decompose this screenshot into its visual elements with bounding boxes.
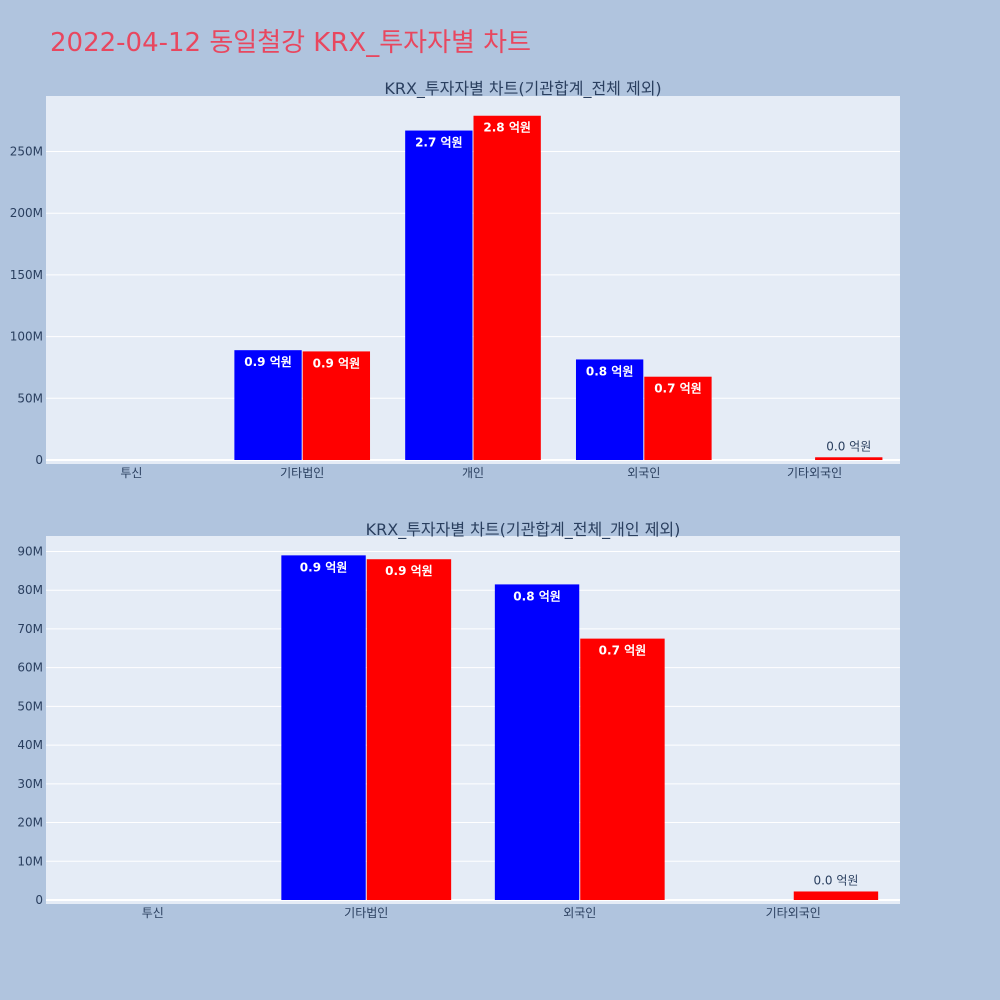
x-tick-label: 투신 bbox=[142, 906, 164, 920]
data-label: 2.7 억원 bbox=[415, 136, 463, 150]
bar bbox=[644, 376, 712, 460]
bar bbox=[281, 555, 366, 900]
bar bbox=[494, 584, 580, 900]
plot-area-1 bbox=[46, 96, 900, 464]
bar bbox=[302, 351, 371, 460]
bar bbox=[405, 130, 473, 461]
x-tick-label: 기타법인 bbox=[344, 906, 388, 920]
plot-area-2 bbox=[46, 536, 900, 904]
bar bbox=[473, 115, 541, 460]
y-tick-label: 50M bbox=[17, 391, 43, 405]
x-tick-label: 기타외국인 bbox=[787, 466, 842, 480]
data-label: 0.9 억원 bbox=[300, 560, 348, 574]
bar bbox=[793, 891, 879, 900]
data-label: 0.8 억원 bbox=[513, 589, 561, 603]
y-tick-label: 0 bbox=[35, 453, 43, 467]
bar bbox=[815, 457, 883, 460]
y-tick-label: 20M bbox=[17, 816, 43, 830]
chart-title: KRX_투자자별 차트(기관합계_전체_개인 제외) bbox=[366, 520, 681, 540]
y-tick-label: 0 bbox=[35, 893, 43, 907]
y-tick-label: 200M bbox=[10, 206, 43, 220]
y-tick-label: 50M bbox=[17, 699, 43, 713]
data-label: 0.7 억원 bbox=[654, 382, 702, 396]
x-tick-label: 투신 bbox=[120, 466, 142, 480]
data-label: 0.9 억원 bbox=[244, 355, 292, 369]
data-label: 0.8 억원 bbox=[586, 364, 634, 378]
data-label: 0.9 억원 bbox=[385, 564, 433, 578]
bar bbox=[234, 350, 302, 460]
bar bbox=[366, 559, 452, 900]
y-tick-label: 150M bbox=[10, 268, 43, 282]
bar bbox=[580, 638, 665, 900]
y-tick-label: 60M bbox=[17, 661, 43, 675]
y-tick-label: 90M bbox=[17, 544, 43, 558]
y-tick-label: 100M bbox=[10, 330, 43, 344]
x-tick-label: 외국인 bbox=[627, 466, 660, 480]
x-tick-label: 기타외국인 bbox=[766, 906, 821, 920]
data-label: 0.0 억원 bbox=[813, 873, 858, 887]
bar bbox=[575, 359, 644, 460]
data-label: 2.8 억원 bbox=[483, 121, 531, 135]
chart-title: KRX_투자자별 차트(기관합계_전체 제외) bbox=[384, 79, 661, 99]
data-label: 0.0 억원 bbox=[826, 439, 871, 453]
page-title: 2022-04-12 동일철강 KRX_투자자별 차트 bbox=[50, 28, 532, 58]
x-tick-label: 개인 bbox=[462, 466, 484, 480]
x-tick-label: 기타법인 bbox=[280, 466, 324, 480]
y-tick-label: 250M bbox=[10, 145, 43, 159]
data-label: 0.9 억원 bbox=[313, 356, 361, 370]
y-tick-label: 40M bbox=[17, 738, 43, 752]
y-tick-label: 70M bbox=[17, 622, 43, 636]
data-label: 0.7 억원 bbox=[599, 644, 647, 658]
y-tick-label: 80M bbox=[17, 583, 43, 597]
y-tick-label: 30M bbox=[17, 777, 43, 791]
x-tick-label: 외국인 bbox=[563, 906, 596, 920]
y-tick-label: 10M bbox=[17, 854, 43, 868]
